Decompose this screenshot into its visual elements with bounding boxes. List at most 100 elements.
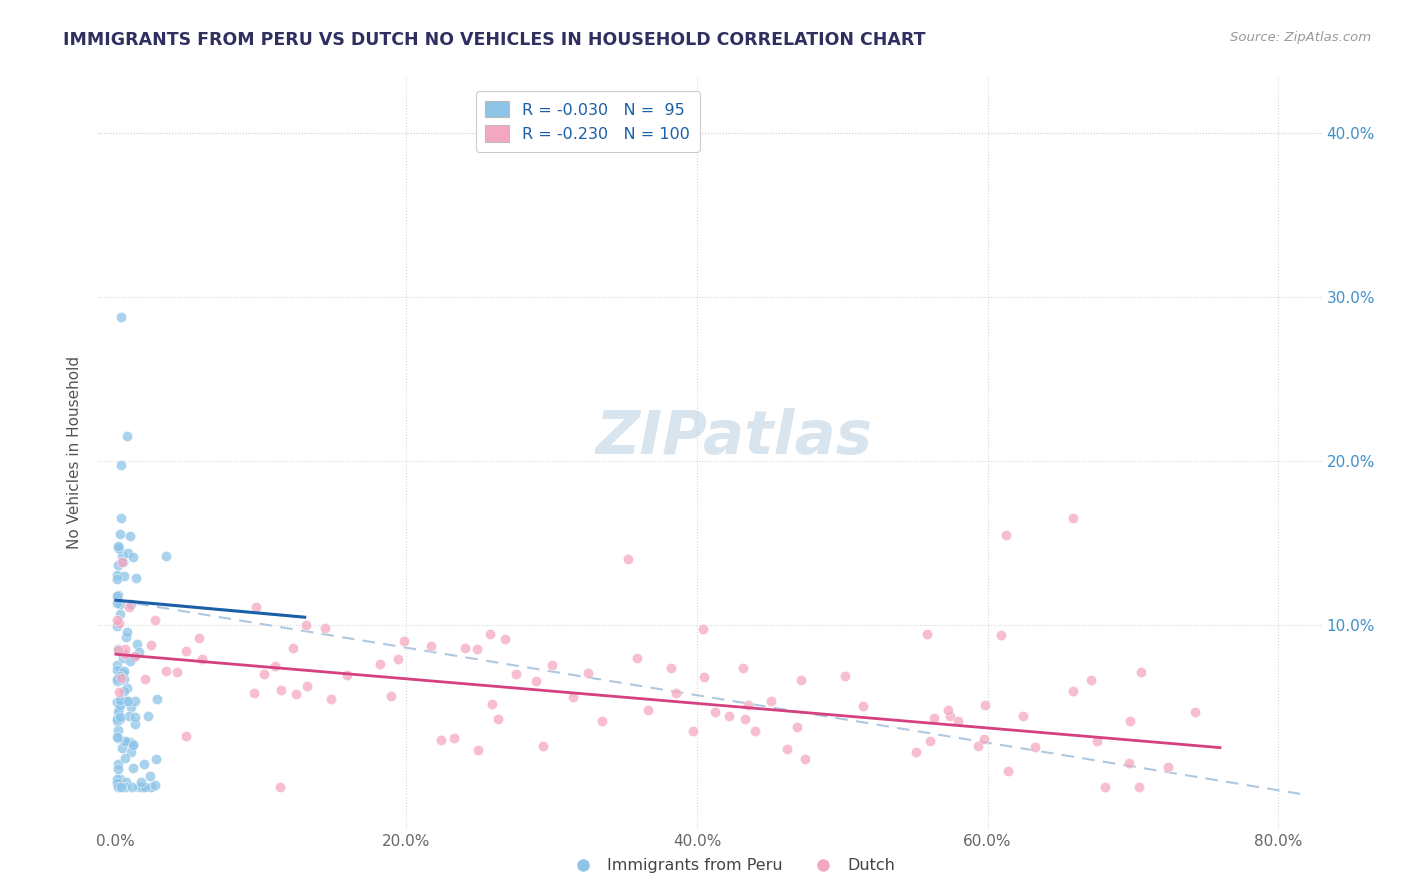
Point	[110, 780, 132, 794]
Point	[107, 702, 129, 716]
Point	[380, 689, 402, 703]
Point	[114, 751, 136, 765]
Point	[576, 666, 599, 681]
Point	[128, 645, 150, 659]
Point	[734, 712, 756, 726]
Point	[617, 552, 640, 566]
Point	[108, 669, 131, 683]
Point	[120, 745, 142, 759]
Point	[936, 703, 959, 717]
Point	[946, 714, 969, 728]
Point	[122, 738, 145, 752]
Point	[139, 638, 162, 652]
Point	[285, 687, 308, 701]
Point	[122, 761, 145, 775]
Point	[107, 731, 129, 745]
Point	[107, 588, 129, 602]
Point	[717, 709, 740, 723]
Point	[122, 649, 145, 664]
Point	[1128, 780, 1150, 794]
Point	[122, 549, 145, 564]
Point	[115, 735, 138, 749]
Point	[138, 708, 160, 723]
Point	[243, 686, 266, 700]
Point	[1157, 760, 1180, 774]
Point	[120, 654, 142, 668]
Point	[1080, 673, 1102, 687]
Point	[110, 458, 132, 472]
Point	[737, 698, 759, 713]
Point	[112, 651, 135, 665]
Point	[107, 762, 129, 776]
Point	[1062, 511, 1084, 525]
Point	[107, 541, 129, 555]
Point	[108, 597, 131, 611]
Point	[562, 690, 585, 705]
Point	[1094, 780, 1116, 794]
Point	[1012, 708, 1035, 723]
Point	[659, 660, 682, 674]
Point	[110, 698, 132, 712]
Point	[120, 528, 142, 542]
Point	[124, 694, 146, 708]
Point	[321, 691, 343, 706]
Point	[967, 739, 990, 754]
Point	[111, 665, 134, 680]
Point	[107, 780, 129, 794]
Point	[112, 684, 135, 698]
Point	[115, 429, 138, 443]
Point	[105, 590, 128, 604]
Point	[108, 712, 131, 726]
Point	[922, 711, 945, 725]
Text: ZIPatlas: ZIPatlas	[596, 409, 873, 467]
Point	[107, 642, 129, 657]
Point	[128, 780, 150, 794]
Point	[245, 599, 267, 614]
Point	[314, 621, 336, 635]
Point	[107, 539, 129, 553]
Point	[111, 555, 134, 569]
Point	[105, 663, 128, 677]
Point	[174, 729, 197, 743]
Point	[166, 665, 188, 679]
Point	[1062, 684, 1084, 698]
Point	[467, 743, 489, 757]
Point	[125, 637, 148, 651]
Point	[481, 697, 503, 711]
Point	[120, 700, 142, 714]
Point	[973, 732, 995, 747]
Point	[336, 668, 359, 682]
Point	[110, 671, 132, 685]
Point	[776, 742, 799, 756]
Point	[108, 527, 131, 541]
Point	[105, 695, 128, 709]
Point	[105, 673, 128, 688]
Point	[465, 642, 488, 657]
Legend: R = -0.030   N =  95, R = -0.230   N = 100: R = -0.030 N = 95, R = -0.230 N = 100	[475, 91, 700, 152]
Point	[117, 694, 139, 708]
Point	[139, 769, 162, 783]
Point	[1087, 734, 1109, 748]
Point	[1129, 665, 1152, 679]
Point	[124, 716, 146, 731]
Point	[107, 558, 129, 572]
Point	[420, 639, 443, 653]
Point	[187, 632, 209, 646]
Point	[115, 681, 138, 696]
Point	[105, 714, 128, 728]
Point	[524, 674, 547, 689]
Point	[108, 685, 131, 699]
Point	[387, 652, 409, 666]
Point	[295, 617, 318, 632]
Point	[115, 775, 138, 789]
Point	[115, 625, 138, 640]
Point	[626, 651, 648, 665]
Point	[139, 780, 162, 794]
Point	[111, 555, 134, 569]
Point	[114, 734, 136, 748]
Point	[105, 672, 128, 686]
Point	[107, 723, 129, 737]
Point	[479, 627, 502, 641]
Point	[759, 694, 782, 708]
Point	[145, 752, 167, 766]
